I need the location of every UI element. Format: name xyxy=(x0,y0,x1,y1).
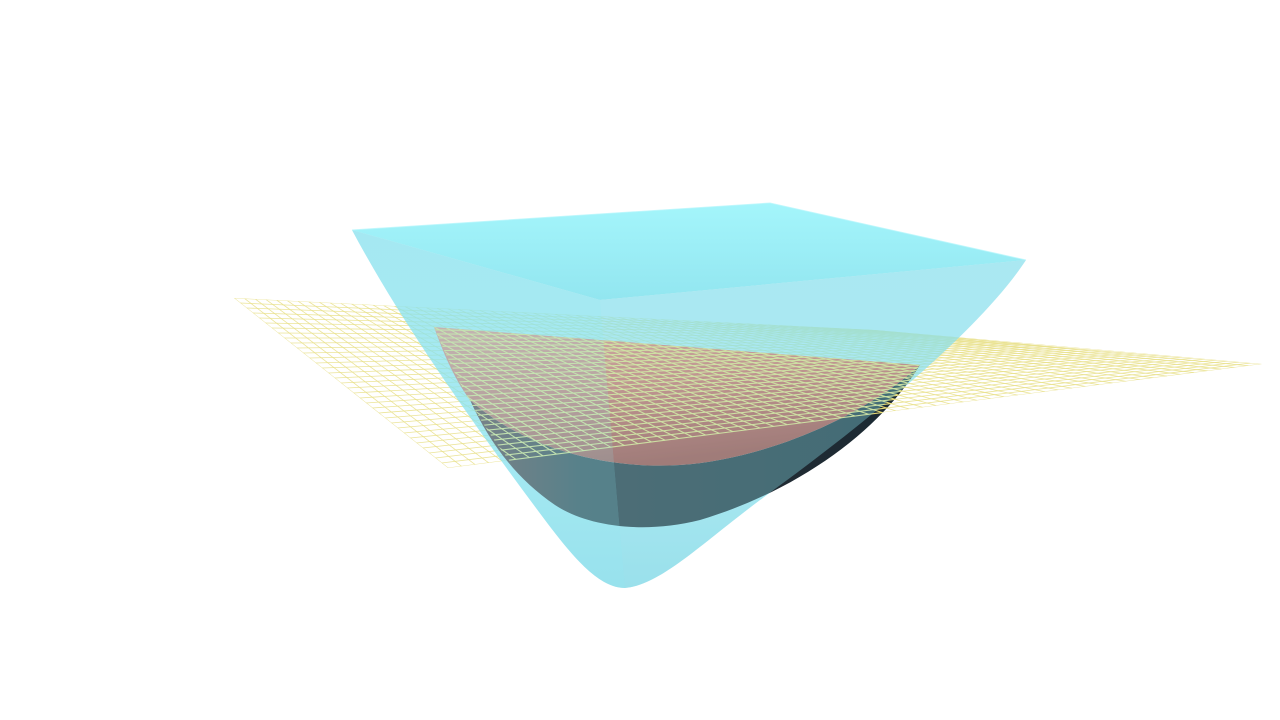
grid-line xyxy=(434,349,920,399)
grid-line xyxy=(441,362,920,464)
grid-line xyxy=(434,350,920,404)
grid-line xyxy=(434,360,920,454)
grid-line xyxy=(434,357,920,439)
grid-line xyxy=(434,352,920,414)
grid-line xyxy=(434,327,544,457)
lower-surface-belly xyxy=(470,365,920,528)
upper-surface-front xyxy=(351,202,1027,588)
lower-surface xyxy=(434,327,920,528)
grid-line xyxy=(434,356,920,434)
grid-line xyxy=(434,345,920,379)
upper-surface-rim xyxy=(351,202,1027,261)
grid-line xyxy=(447,363,920,469)
grid-line xyxy=(434,359,920,449)
grid-line xyxy=(434,355,920,429)
lower-surface-top xyxy=(434,327,920,466)
grid-line xyxy=(434,354,920,424)
grid-line xyxy=(434,348,920,394)
grid-line xyxy=(434,358,920,444)
upper-surface-top xyxy=(352,203,1026,300)
grid-line xyxy=(434,347,920,389)
grid-line xyxy=(435,361,920,459)
grid-line xyxy=(434,353,920,419)
grid-line xyxy=(434,346,920,384)
upper-surface-front-right xyxy=(600,260,1026,588)
upper-surface-front-left xyxy=(352,230,625,588)
grid-line xyxy=(434,327,530,459)
grid-line xyxy=(434,351,920,409)
